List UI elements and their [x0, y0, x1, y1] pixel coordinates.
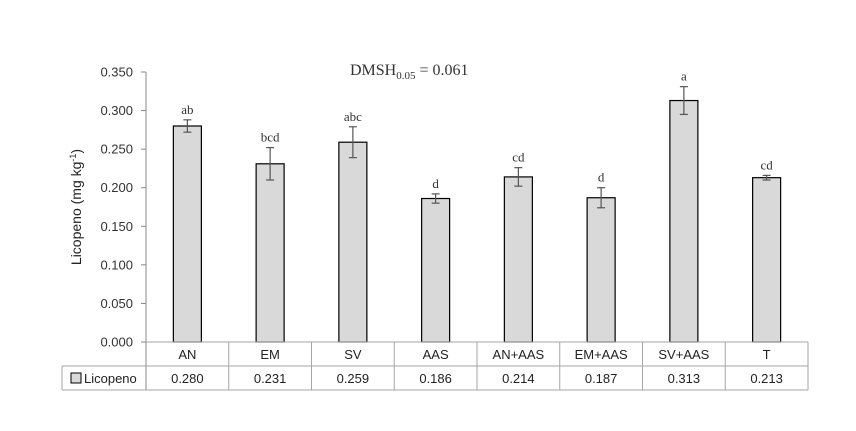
table-value: 0.259 [337, 371, 370, 386]
table-value: 0.186 [419, 371, 452, 386]
y-axis-title-superscript: -1 [68, 154, 78, 162]
significance-letter: a [681, 69, 687, 84]
table-value: 0.313 [668, 371, 701, 386]
table-value: 0.187 [585, 371, 618, 386]
category-label: AN [178, 347, 196, 362]
y-axis-title-end: ) [68, 149, 84, 154]
table-value: 0.231 [254, 371, 287, 386]
table-value: 0.214 [502, 371, 535, 386]
category-label: SV+AAS [658, 347, 709, 362]
legend-series-name: Licopeno [84, 371, 137, 386]
y-tick-label: 0.250 [100, 142, 133, 157]
significance-letter: cd [512, 150, 525, 165]
significance-letter: ab [181, 102, 193, 117]
y-tick-label: 0.150 [100, 219, 133, 234]
y-axis-title: Licopeno (mg kg-1) [68, 149, 84, 265]
y-axis-title-main: Licopeno (mg kg [68, 162, 84, 266]
dmsh-value: = 0.061 [415, 62, 468, 79]
bar-aas [421, 197, 451, 343]
category-label: SV [344, 347, 362, 362]
dmsh-annotation: DMSH0.05 = 0.061 [350, 62, 469, 82]
y-tick-label: 0.200 [100, 180, 133, 195]
bar-em-plus-aas [586, 197, 616, 343]
table-value: 0.213 [750, 371, 783, 386]
y-axis-label: Licopeno (mg kg-1) [68, 149, 84, 265]
category-label: AN+AAS [493, 347, 545, 362]
bars: ab bcd abc d cd d a cd [172, 69, 782, 343]
bar-sv [338, 141, 368, 343]
dmsh-subscript: 0.05 [396, 70, 416, 82]
bar-an [172, 125, 202, 343]
bar-t [752, 177, 782, 343]
dmsh-main: DMSH [350, 62, 397, 79]
y-tick-label: 0.100 [100, 257, 133, 272]
category-label: EM [260, 347, 280, 362]
legend-swatch [70, 372, 82, 384]
category-label: T [763, 347, 771, 362]
bar-em [255, 163, 285, 343]
y-tick-label: 0.300 [100, 103, 133, 118]
significance-letter: bcd [261, 130, 280, 145]
dmsh-text: DMSH0.05 = 0.061 [350, 62, 469, 82]
table-value: 0.280 [171, 371, 204, 386]
significance-letter: d [598, 170, 605, 185]
y-tick-label: 0.000 [100, 335, 133, 350]
category-label: AAS [423, 347, 449, 362]
y-axis: 0.000 0.050 0.100 0.150 0.200 0.250 0.300 0.350 [100, 65, 147, 390]
bar-an-plus-aas [503, 176, 533, 343]
y-tick-label: 0.050 [100, 296, 133, 311]
data-table: AN EM SV AAS AN+AAS EM+AAS SV+AAS T Licopeno 0.28… [61, 341, 809, 391]
y-tick-label: 0.350 [100, 65, 133, 80]
significance-letter: d [432, 176, 439, 191]
significance-letter: abc [344, 109, 362, 124]
category-label: EM+AAS [575, 347, 628, 362]
significance-letter: cd [760, 157, 773, 172]
bar-sv-plus-aas [669, 99, 699, 343]
